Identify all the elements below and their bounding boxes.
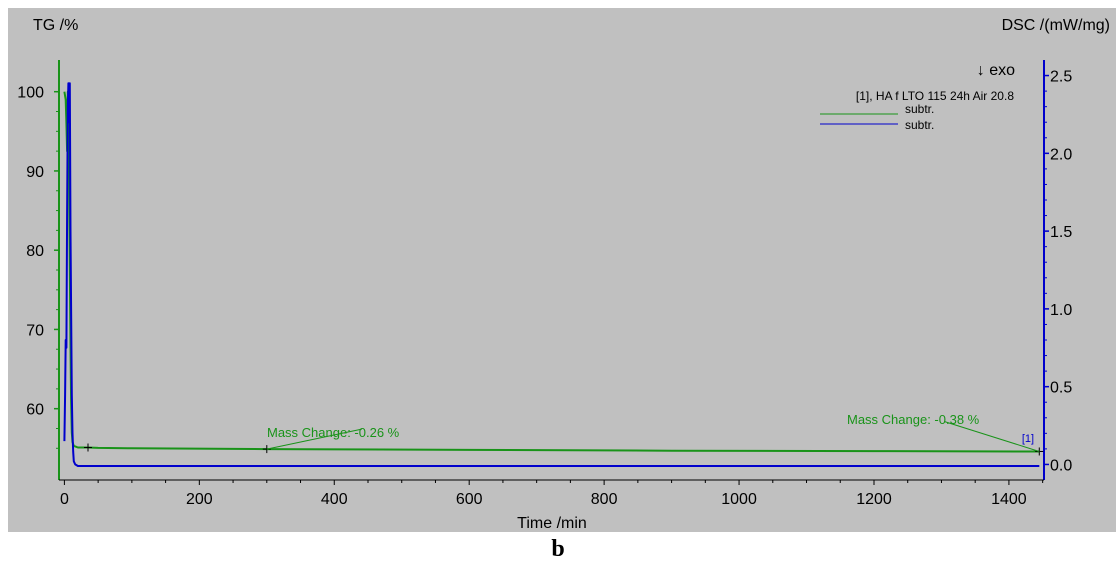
mass-change-label: Mass Change: -0.38 %	[847, 412, 980, 427]
x-tick-label: 1000	[721, 491, 757, 508]
y-right-tick-label: 1.5	[1050, 224, 1072, 241]
x-tick-label: 200	[186, 491, 213, 508]
mass-change-label: Mass Change: -0.26 %	[267, 425, 400, 440]
legend-label-dsc: subtr.	[905, 118, 934, 132]
y-right-tick-label: 1.0	[1050, 302, 1072, 319]
legend-label-tg: subtr.	[905, 102, 934, 116]
y-left-tick-label: 70	[26, 322, 44, 339]
x-tick-label: 1400	[991, 491, 1027, 508]
x-tick-label: 800	[591, 491, 618, 508]
x-tick-label: 1200	[856, 491, 892, 508]
y-right-ticks: 0.0 0.5 1.0 1.5 2.0 2.5	[1044, 69, 1072, 474]
y-left-tick-label: 60	[26, 402, 44, 419]
y-left-tick-label: 90	[26, 164, 44, 181]
y-right-tick-label: 0.0	[1050, 457, 1072, 474]
y-right-axis-label: DSC /(mW/mg)	[1002, 17, 1110, 34]
y-left-axis-label: TG /%	[33, 17, 78, 34]
y-right-tick-label: 0.5	[1050, 380, 1072, 397]
annotation-leader	[266, 428, 362, 450]
annotation-leader	[944, 420, 1040, 452]
x-tick-label: 0	[60, 491, 69, 508]
y-left-ticks: 60 70 80 90 100	[17, 85, 59, 449]
legend-title: [1], HA f LTO 115 24h Air 20.8	[856, 89, 1014, 103]
x-tick-label: 600	[456, 491, 483, 508]
y-right-tick-label: 2.0	[1050, 146, 1072, 163]
legend: [1], HA f LTO 115 24h Air 20.8 subtr. su…	[820, 89, 1014, 132]
exo-indicator: ↓ exo	[977, 62, 1015, 79]
x-ticks: 0 200 400 600 800 1000 1200 1400	[60, 480, 1044, 508]
x-axis-label: Time /min	[517, 515, 587, 532]
y-left-tick-label: 80	[26, 243, 44, 260]
figure-caption: b	[551, 536, 565, 562]
y-left-tick-label: 100	[17, 85, 44, 102]
plot-background	[8, 8, 1116, 532]
series-layer	[63, 82, 1040, 467]
y-right-tick-label: 2.5	[1050, 69, 1072, 86]
annotation-layer: Mass Change: -0.26 % Mass Change: -0.38 %	[84, 412, 1044, 456]
series-end-label: [1]	[1022, 433, 1034, 445]
x-tick-label: 400	[321, 491, 348, 508]
dsc-series-line	[63, 82, 1040, 467]
